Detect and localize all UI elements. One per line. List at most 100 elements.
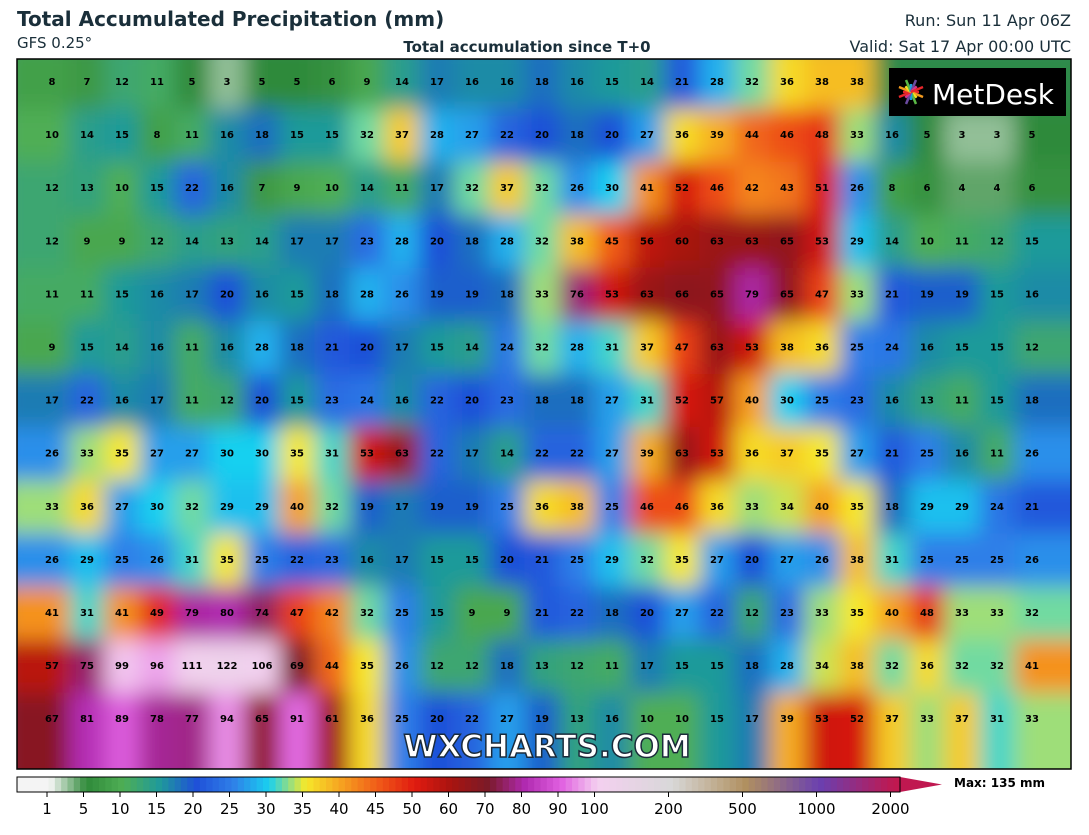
- colorbar-segment: [780, 777, 788, 792]
- grid-value: 15: [290, 130, 304, 141]
- grid-value: 31: [990, 714, 1004, 725]
- colorbar-segment: [357, 777, 365, 792]
- grid-value: 12: [220, 396, 234, 407]
- precip-cell: [489, 320, 526, 376]
- colorbar: 1 5 10 15 20 25 30 35 40 45 50 60 70 80 90 100 200 500 100…: [16, 776, 942, 818]
- grid-value: 12: [990, 236, 1004, 247]
- grid-value: 22: [290, 555, 304, 566]
- grid-value: 15: [290, 289, 304, 300]
- colorbar-segment: [117, 777, 125, 792]
- grid-value: 38: [780, 343, 794, 354]
- colorbar-segment: [748, 777, 756, 792]
- grid-value: 32: [535, 183, 549, 194]
- precip-cell: [244, 586, 281, 641]
- grid-value: 40: [290, 502, 304, 513]
- precip-cell: [69, 320, 106, 376]
- precip-cell: [104, 267, 141, 322]
- precip-cell: [839, 320, 876, 376]
- colorbar-segment: [521, 777, 529, 792]
- grid-value: 32: [465, 183, 479, 194]
- precip-cell: [209, 692, 246, 769]
- grid-value: 23: [780, 608, 794, 619]
- colorbar-label: 20: [183, 800, 202, 818]
- grid-value: 63: [640, 289, 654, 300]
- precip-cell: [209, 639, 246, 694]
- grid-value: 47: [815, 289, 829, 300]
- grid-value: 20: [255, 396, 269, 407]
- precip-cell: [174, 639, 211, 694]
- precip-cell: [594, 267, 631, 322]
- grid-value: 3: [959, 130, 966, 141]
- precip-cell: [454, 108, 491, 163]
- grid-value: 28: [255, 343, 269, 354]
- precip-cell: [734, 161, 771, 216]
- grid-value: 20: [430, 236, 444, 247]
- colorbar-segment: [187, 777, 195, 792]
- colorbar-segment: [326, 777, 333, 792]
- colorbar-segment: [17, 777, 24, 792]
- colorbar-segment: [426, 777, 434, 792]
- grid-value: 5: [294, 77, 301, 88]
- precip-cell: [559, 267, 596, 322]
- grid-value: 18: [255, 130, 269, 141]
- precip-cell: [734, 320, 771, 376]
- grid-value: 57: [710, 396, 724, 407]
- grid-value: 15: [675, 661, 689, 672]
- precip-cell: [874, 639, 911, 694]
- colorbar-segment: [672, 777, 680, 792]
- grid-value: 32: [885, 661, 899, 672]
- grid-value: 32: [360, 608, 374, 619]
- precip-cell: [489, 161, 526, 216]
- precip-cell: [69, 480, 106, 535]
- grid-value: 14: [500, 449, 514, 460]
- precip-cell: [349, 320, 386, 376]
- grid-value: 13: [570, 714, 584, 725]
- grid-value: 36: [815, 343, 829, 354]
- precip-cell: [1014, 320, 1071, 376]
- precip-cell: [734, 692, 771, 769]
- grid-value: 18: [290, 343, 304, 354]
- grid-value: 17: [395, 343, 409, 354]
- grid-value: 27: [675, 608, 689, 619]
- grid-value: 17: [45, 396, 59, 407]
- colorbar-segment: [439, 777, 447, 792]
- colorbar-segment: [256, 777, 264, 792]
- precip-cell: [734, 374, 771, 429]
- grid-value: 10: [325, 183, 339, 194]
- colorbar-label: 500: [728, 800, 757, 818]
- precip-cell: [524, 59, 561, 110]
- precip-cell: [979, 427, 1016, 482]
- grid-value: 25: [395, 608, 409, 619]
- precip-cell: [594, 639, 631, 694]
- precip-cell: [699, 533, 736, 588]
- grid-value: 15: [290, 396, 304, 407]
- precip-cell: [104, 108, 141, 163]
- precip-cell: [209, 533, 246, 588]
- grid-value: 8: [889, 183, 896, 194]
- colorbar-segment: [452, 777, 460, 792]
- precip-cell: [419, 267, 456, 322]
- precip-cell: [664, 692, 701, 769]
- precip-cell: [489, 480, 526, 535]
- grid-value: 78: [150, 714, 164, 725]
- grid-value: 19: [955, 289, 969, 300]
- grid-value: 45: [605, 236, 619, 247]
- grid-value: 21: [535, 608, 549, 619]
- grid-value: 20: [220, 289, 234, 300]
- grid-value: 27: [640, 130, 654, 141]
- precip-cell: [139, 108, 176, 163]
- grid-value: 94: [220, 714, 234, 725]
- colorbar-segment: [351, 777, 359, 792]
- precip-cell: [174, 480, 211, 535]
- precip-cell: [244, 214, 281, 269]
- grid-value: 53: [360, 449, 374, 460]
- colorbar-segment: [143, 777, 151, 792]
- colorbar-label: 70: [475, 800, 494, 818]
- colorbar-arrow: [900, 777, 942, 792]
- precip-cell: [874, 374, 911, 429]
- colorbar-segment: [162, 777, 169, 792]
- precip-cell: [454, 320, 491, 376]
- grid-value: 14: [465, 343, 479, 354]
- precip-cell: [174, 533, 211, 588]
- grid-value: 12: [745, 608, 759, 619]
